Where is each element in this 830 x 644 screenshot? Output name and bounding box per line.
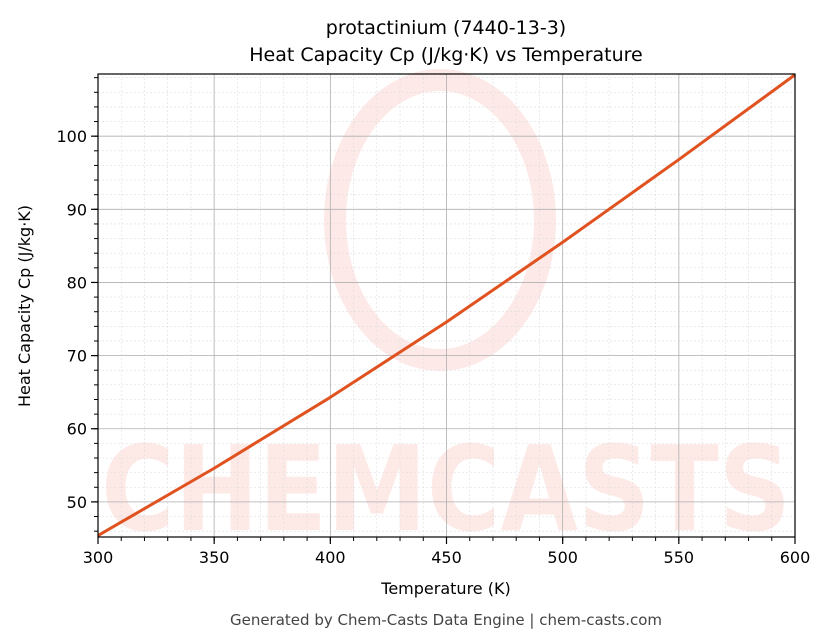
x-tick-label: 550 [664, 548, 695, 567]
y-axis-label: Heat Capacity Cp (J/kg·K) [15, 205, 34, 407]
watermark-text: CHEMCASTS [101, 420, 791, 558]
y-tick-label: 90 [67, 200, 87, 219]
y-tick-label: 80 [67, 273, 87, 292]
x-tick-label: 400 [315, 548, 346, 567]
chart-title: protactinium (7440-13-3) [326, 17, 566, 39]
watermark: CHEMCASTS [101, 69, 791, 558]
x-tick-label: 500 [547, 548, 578, 567]
x-tick-label: 600 [780, 548, 811, 567]
x-tick-label: 350 [199, 548, 230, 567]
x-tick-label: 450 [431, 548, 462, 567]
chart-subtitle: Heat Capacity Cp (J/kg·K) vs Temperature [249, 44, 643, 66]
x-tick-label: 300 [83, 548, 114, 567]
y-tick-label: 50 [67, 493, 87, 512]
y-tick-label: 70 [67, 347, 87, 366]
footer-text: Generated by Chem-Casts Data Engine | ch… [230, 611, 662, 629]
x-axis-label: Temperature (K) [380, 579, 510, 598]
y-tick-label: 60 [67, 420, 87, 439]
y-tick-label: 100 [56, 127, 87, 146]
series-line [97, 73, 796, 537]
